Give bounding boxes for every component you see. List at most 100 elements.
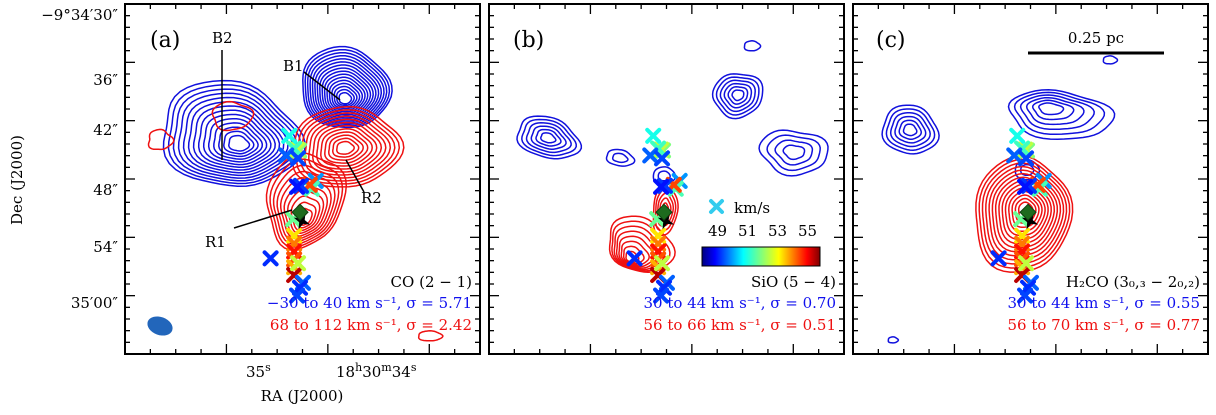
maser-marker <box>281 127 298 144</box>
maser-marker <box>289 287 306 304</box>
x-tick-label: 18h30m34s <box>336 361 417 381</box>
colorbar-legend-marker <box>709 199 724 214</box>
contour-line <box>530 125 567 150</box>
contour-line <box>902 123 918 137</box>
contour-line <box>223 130 255 155</box>
contour-line <box>290 195 321 232</box>
x-axis-title: RA (J2000) <box>261 387 344 405</box>
contour-line <box>283 183 329 237</box>
contour-line <box>187 101 285 174</box>
colorbar-tick: 53 <box>768 222 787 240</box>
diamond-marker <box>291 203 309 221</box>
contour-line <box>1102 55 1119 65</box>
contour-line <box>332 137 360 158</box>
annotation-pointer <box>233 209 293 229</box>
red-range-label: 68 to 112 km s⁻¹, σ = 2.42 <box>270 316 472 334</box>
contour-line <box>711 73 764 120</box>
contour-line <box>320 128 373 167</box>
contour-line <box>279 176 332 240</box>
maser-marker <box>645 127 662 144</box>
maser-marker <box>262 250 279 267</box>
colorbar-title: km/s <box>734 199 770 217</box>
contour-line <box>535 128 562 147</box>
contour-line <box>218 126 259 158</box>
contour-line <box>774 139 814 166</box>
y-tick-label: 42″ <box>93 121 118 139</box>
contour-line <box>516 115 583 160</box>
contour-line <box>162 79 306 187</box>
contour-line <box>182 96 289 177</box>
contour-line <box>540 132 557 144</box>
contour-line <box>889 112 931 148</box>
contour-line <box>304 48 391 127</box>
contour-line <box>192 105 281 171</box>
diamond-marker <box>1019 203 1037 221</box>
y-tick-label: 36″ <box>93 71 118 89</box>
maser-marker <box>289 178 306 195</box>
contour-line <box>417 330 444 342</box>
x-tick-label: 35s <box>246 361 271 381</box>
y-tick-label: 48″ <box>93 181 118 199</box>
contour-line <box>265 152 348 251</box>
red-range-label: 56 to 66 km s⁻¹, σ = 0.51 <box>643 316 836 334</box>
annotation-pointer <box>303 71 341 101</box>
contour-line <box>269 158 344 248</box>
contour-line <box>324 131 369 164</box>
panel-label: (a) <box>150 28 180 53</box>
y-tick-label: 54″ <box>93 238 118 256</box>
maser-marker <box>292 177 309 194</box>
y-tick-label: −9°34′30″ <box>41 6 118 24</box>
blue-contours <box>516 40 829 186</box>
scalebar-label: 0.25 pc <box>1068 29 1124 47</box>
contour-line <box>620 240 650 266</box>
contour-line <box>312 121 383 173</box>
contour-line <box>766 134 821 172</box>
contour-line <box>316 64 377 119</box>
panel-b: (b) km/s 49 51 53 55 SiO (5 − 4) 30 to 4… <box>488 3 845 355</box>
star-marker <box>293 212 311 230</box>
annotation-label: B1 <box>283 57 304 75</box>
contour-line <box>782 144 806 161</box>
y-axis-title: Dec (J2000) <box>8 135 26 225</box>
maser-markers <box>262 127 324 304</box>
contour-line <box>1019 94 1095 131</box>
red-range-label: 56 to 70 km s⁻¹, σ = 0.77 <box>1007 316 1200 334</box>
maser-marker <box>290 255 307 272</box>
colorbar-tick: 55 <box>798 222 817 240</box>
contour-line <box>338 91 353 105</box>
contour-line <box>213 122 264 160</box>
colorbar-tick: 51 <box>738 222 757 240</box>
contour-line <box>1013 91 1106 136</box>
contour-line <box>525 122 572 154</box>
contour-line <box>898 119 923 140</box>
contour-line <box>316 124 378 170</box>
maser-marker <box>653 287 670 304</box>
contour-line <box>167 84 302 185</box>
contour-line <box>758 129 829 177</box>
contour-line <box>311 58 383 122</box>
panel-label: (b) <box>513 28 544 53</box>
panel-c: (c) 0.25 pc H₂CO (3₀,₃ − 2₀,₂) 30 to 44 … <box>852 3 1209 355</box>
annotation-label: B2 <box>212 29 233 47</box>
maser-marker <box>990 250 1007 267</box>
colorbar-tick: 49 <box>708 222 727 240</box>
contour-line <box>731 89 745 102</box>
contour-line <box>147 128 175 151</box>
maser-marker <box>626 250 643 267</box>
contour-line <box>202 113 272 166</box>
contour-line <box>611 152 629 164</box>
maser-marker <box>1020 177 1037 194</box>
contour-line <box>521 118 577 157</box>
maser-marker <box>656 177 673 194</box>
contour-line <box>336 140 355 155</box>
blue-contours <box>162 45 393 187</box>
maser-marker <box>654 150 671 167</box>
contour-line <box>618 235 656 268</box>
maser-marker <box>1009 127 1026 144</box>
contour-line <box>207 117 268 163</box>
red-contours <box>147 100 444 342</box>
panel-ticks <box>124 3 481 355</box>
contour-line <box>894 115 927 144</box>
molecule-label: CO (2 − 1) <box>391 273 472 291</box>
